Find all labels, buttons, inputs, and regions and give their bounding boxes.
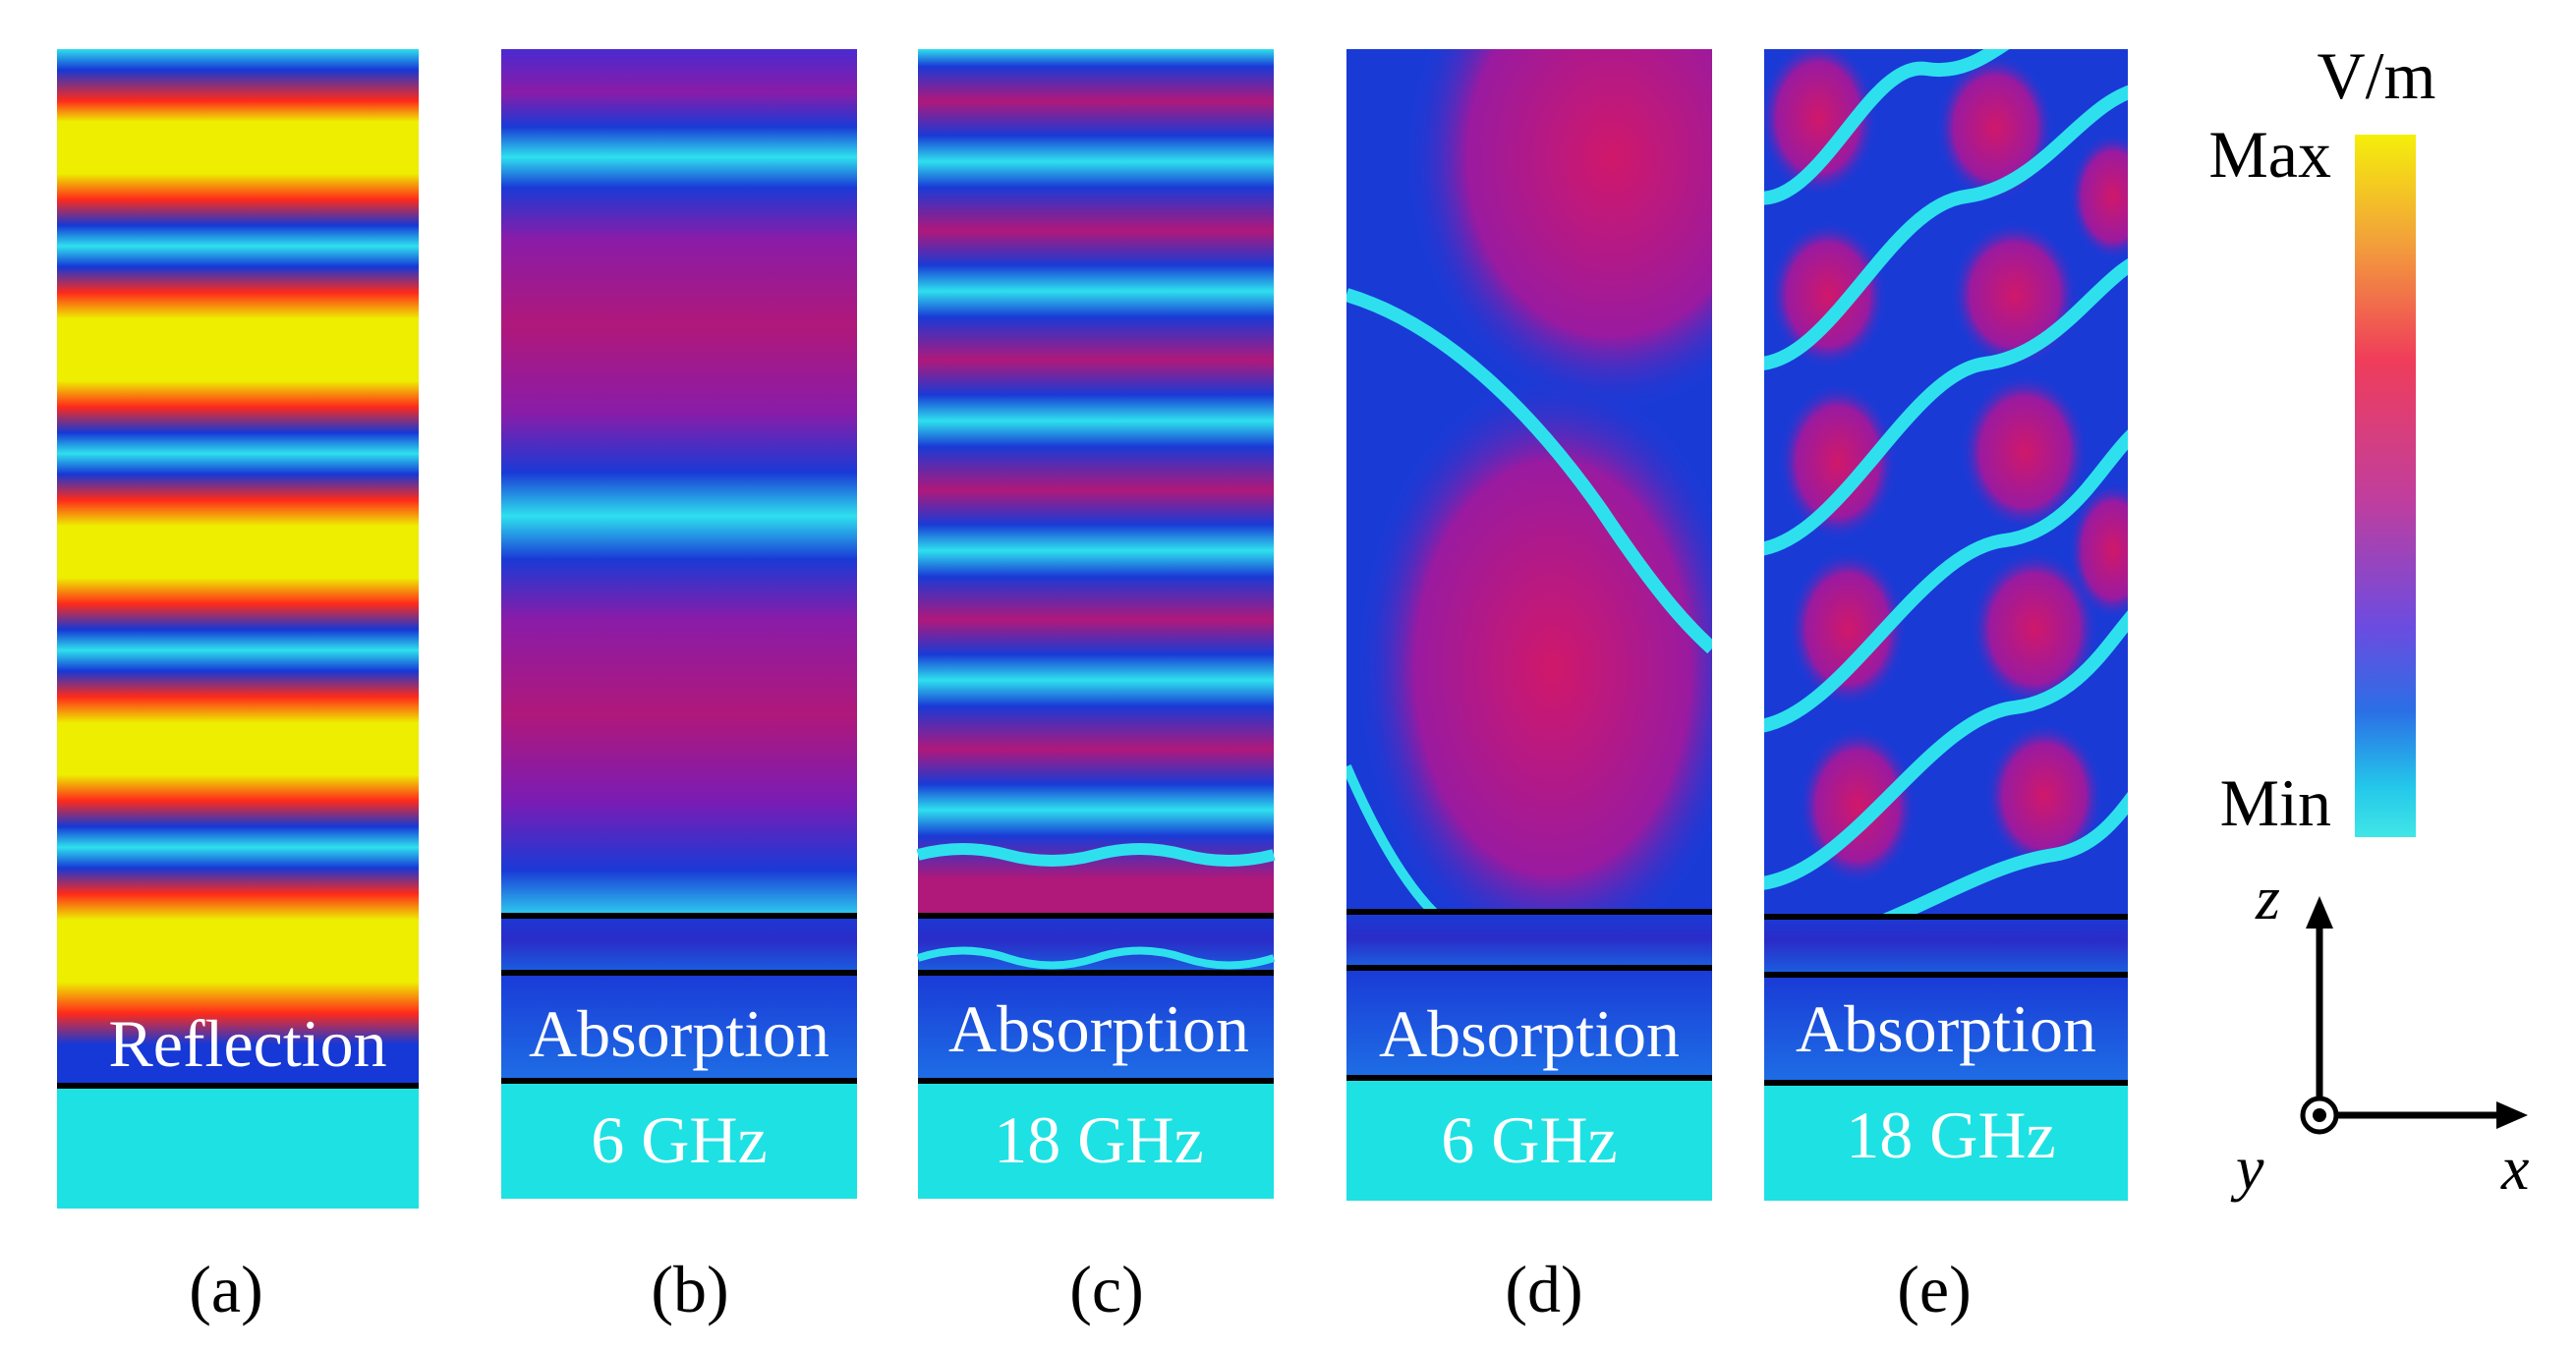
y-axis-label: y xyxy=(2230,1133,2264,1203)
panel-c-wavy-node xyxy=(916,843,1276,867)
coordinate-axes: z x y xyxy=(2230,863,2529,1203)
panel-d-upper-lobe xyxy=(1405,49,1712,413)
panel-d-absorber xyxy=(1346,914,1712,968)
panel-b-frequency: 6 GHz xyxy=(591,1102,767,1177)
panel-b-lower-layer xyxy=(501,973,857,1081)
panel-c-field xyxy=(918,49,1274,914)
panel-d-lower-layer xyxy=(1346,968,1712,1078)
colorbar: V/m Max Min xyxy=(2208,38,2435,840)
panel-a-field xyxy=(57,49,419,1086)
panel-d: Absorption 6 GHz xyxy=(1346,49,1712,1201)
colorbar-unit: V/m xyxy=(2318,38,2436,113)
panel-a-label: Reflection xyxy=(108,1006,386,1081)
panel-captions: (a) (b) (c) (d) (e) xyxy=(189,1252,1971,1326)
panel-b-label: Absorption xyxy=(529,996,830,1071)
panel-e-label: Absorption xyxy=(1796,991,2096,1066)
panel-e-substrate xyxy=(1764,1083,2128,1201)
y-axis-dot xyxy=(2313,1108,2326,1122)
colorbar-min-label: Min xyxy=(2220,765,2331,840)
panel-e: Absorption 18 GHz xyxy=(1764,49,2128,1201)
panel-b: Absorption 6 GHz xyxy=(501,49,857,1199)
x-axis-label: x xyxy=(2500,1133,2529,1203)
panel-d-label: Absorption xyxy=(1379,996,1680,1071)
caption-a: (a) xyxy=(189,1252,262,1326)
colorbar-max-label: Max xyxy=(2208,117,2331,192)
caption-e: (e) xyxy=(1897,1252,1971,1326)
panel-e-frequency: 18 GHz xyxy=(1846,1098,2055,1172)
panel-d-substrate xyxy=(1346,1078,1712,1201)
z-axis-label: z xyxy=(2255,863,2280,932)
z-arrowhead xyxy=(2306,896,2333,929)
caption-c: (c) xyxy=(1069,1252,1143,1326)
panel-b-substrate xyxy=(501,1081,857,1199)
panel-d-frequency: 6 GHz xyxy=(1441,1102,1617,1177)
panel-c-lower-layer xyxy=(918,973,1274,1081)
panel-d-edge-curve xyxy=(1346,764,1439,914)
panel-d-lower-lobe xyxy=(1356,373,1712,914)
panel-a-substrate xyxy=(57,1086,419,1209)
panel-e-pattern xyxy=(1764,49,2128,914)
panel-c-wavy-absorber xyxy=(916,946,1276,970)
panel-c-substrate xyxy=(918,1081,1274,1199)
panel-d-node-curve xyxy=(1346,288,1712,654)
panel-e-absorber xyxy=(1764,914,2128,975)
caption-d: (d) xyxy=(1505,1252,1582,1326)
panel-c-label: Absorption xyxy=(948,991,1249,1066)
panel-b-field xyxy=(501,49,857,914)
panel-b-absorber xyxy=(501,914,857,973)
panel-c: Absorption 18 GHz xyxy=(916,49,1276,1199)
panel-e-lower-layer xyxy=(1764,975,2128,1083)
caption-b: (b) xyxy=(651,1252,728,1326)
panel-a: Reflection xyxy=(57,49,419,1209)
panel-c-frequency: 18 GHz xyxy=(994,1102,1203,1177)
colorbar-gradient xyxy=(2355,135,2416,837)
x-arrowhead xyxy=(2496,1101,2528,1129)
